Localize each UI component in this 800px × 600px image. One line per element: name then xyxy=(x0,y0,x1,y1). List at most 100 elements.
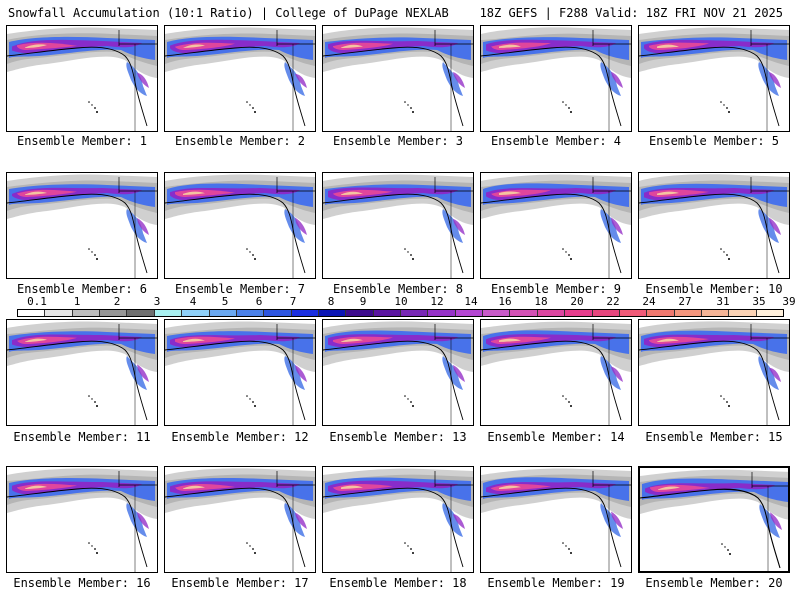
colorbar-swatch xyxy=(264,310,292,316)
colorbar-labels: 0.1 1 2 3 4 5 6 7 8 9 10 12 14 16 18 20 22 24 27 31 35 39 xyxy=(17,295,796,308)
snowfall-map xyxy=(7,468,157,572)
snowfall-map xyxy=(639,174,789,278)
snowfall-map xyxy=(639,27,789,131)
colorbar-tick-label: 18 xyxy=(534,295,548,308)
model-run-info: 18Z GEFS | F288 Valid: 18Z FRI NOV 21 20… xyxy=(479,6,783,20)
colorbar-tick-label: 31 xyxy=(716,295,730,308)
colorbar-tick-label: 9 xyxy=(359,295,367,308)
colorbar-swatch xyxy=(373,310,402,316)
ensemble-member-label: Ensemble Member: 3 xyxy=(332,134,464,148)
ensemble-member-label: Ensemble Member: 15 xyxy=(645,430,783,444)
colorbar-swatch xyxy=(18,310,46,316)
colorbar-tick-label: 2 xyxy=(113,295,121,308)
colorbar-tick-label: 22 xyxy=(606,295,620,308)
colorbar-tick-label: 20 xyxy=(570,295,584,308)
snowfall-map xyxy=(7,27,157,131)
colorbar-tick-label: 16 xyxy=(498,295,512,308)
colorbar-tick-label: 10 xyxy=(394,295,408,308)
ensemble-panel xyxy=(480,466,632,573)
ensemble-member-label: Ensemble Member: 19 xyxy=(487,576,625,590)
colorbar-tick-label: 6 xyxy=(255,295,263,308)
ensemble-panel xyxy=(164,466,316,573)
ensemble-member-label: Ensemble Member: 8 xyxy=(332,282,464,296)
colorbar-swatch xyxy=(45,310,73,316)
ensemble-member-label: Ensemble Member: 17 xyxy=(171,576,309,590)
colorbar-swatch xyxy=(729,310,757,316)
ensemble-member-label: Ensemble Member: 10 xyxy=(645,282,783,296)
colorbar-tick-label: 1 xyxy=(73,295,81,308)
ensemble-member-label: Ensemble Member: 4 xyxy=(490,134,622,148)
ensemble-panel xyxy=(322,319,474,426)
snowfall-map xyxy=(323,468,473,572)
ensemble-panel xyxy=(638,466,790,573)
colorbar-tick-label: 7 xyxy=(289,295,297,308)
snowfall-map xyxy=(481,321,631,425)
colorbar-swatch xyxy=(401,310,429,316)
snowfall-colorbar xyxy=(17,309,784,317)
ensemble-panel xyxy=(480,172,632,279)
colorbar-swatch xyxy=(537,310,566,316)
colorbar-tick-label: 3 xyxy=(153,295,161,308)
chart-title: Snowfall Accumulation (10:1 Ratio) | Col… xyxy=(8,6,449,20)
colorbar-swatch xyxy=(346,310,374,316)
snowfall-map xyxy=(165,174,315,278)
colorbar-tick-label: 4 xyxy=(189,295,197,308)
snowfall-map xyxy=(639,321,789,425)
snowfall-map xyxy=(165,27,315,131)
colorbar-swatch xyxy=(291,310,319,316)
ensemble-member-label: Ensemble Member: 9 xyxy=(490,282,622,296)
ensemble-member-label: Ensemble Member: 14 xyxy=(487,430,625,444)
snowfall-map xyxy=(481,468,631,572)
snowfall-map xyxy=(323,27,473,131)
colorbar-tick-label: 14 xyxy=(464,295,478,308)
snowfall-map xyxy=(640,469,788,571)
snowfall-map xyxy=(481,27,631,131)
ensemble-member-label: Ensemble Member: 12 xyxy=(171,430,309,444)
colorbar-swatch xyxy=(455,310,484,316)
colorbar-swatch xyxy=(483,310,511,316)
colorbar-swatch xyxy=(428,310,456,316)
colorbar-tick-label: 8 xyxy=(327,295,335,308)
ensemble-panel xyxy=(480,25,632,132)
ensemble-member-label: Ensemble Member: 13 xyxy=(329,430,467,444)
snowfall-map xyxy=(481,174,631,278)
ensemble-panel xyxy=(6,319,158,426)
colorbar-tick-label: 12 xyxy=(430,295,444,308)
ensemble-panel xyxy=(322,25,474,132)
ensemble-panel xyxy=(164,25,316,132)
ensemble-member-label: Ensemble Member: 2 xyxy=(174,134,306,148)
ensemble-member-label: Ensemble Member: 1 xyxy=(16,134,148,148)
ensemble-member-label: Ensemble Member: 5 xyxy=(648,134,780,148)
colorbar-swatch xyxy=(592,310,620,316)
colorbar-tick-label: 0.1 xyxy=(27,295,47,308)
ensemble-panel xyxy=(164,172,316,279)
colorbar-swatch xyxy=(701,310,730,316)
colorbar-swatch xyxy=(318,310,347,316)
ensemble-panel xyxy=(164,319,316,426)
ensemble-member-label: Ensemble Member: 16 xyxy=(13,576,151,590)
ensemble-panel xyxy=(6,466,158,573)
ensemble-panel xyxy=(638,25,790,132)
ensemble-panel xyxy=(6,25,158,132)
colorbar-tick-label: 27 xyxy=(678,295,692,308)
colorbar-tick-label: 24 xyxy=(642,295,656,308)
ensemble-panel xyxy=(322,172,474,279)
colorbar-swatch xyxy=(619,310,648,316)
ensemble-member-label: Ensemble Member: 20 xyxy=(645,576,783,590)
colorbar-swatch xyxy=(756,310,784,316)
colorbar-swatch xyxy=(154,310,183,316)
ensemble-panel xyxy=(638,319,790,426)
colorbar-swatch xyxy=(565,310,593,316)
ensemble-panel xyxy=(322,466,474,573)
colorbar-tick-label: 5 xyxy=(221,295,229,308)
ensemble-member-label: Ensemble Member: 6 xyxy=(16,282,148,296)
colorbar-swatch xyxy=(236,310,265,316)
colorbar-swatch xyxy=(674,310,702,316)
ensemble-member-label: Ensemble Member: 11 xyxy=(13,430,151,444)
colorbar-swatch xyxy=(100,310,128,316)
colorbar-swatch xyxy=(72,310,101,316)
ensemble-member-label: Ensemble Member: 18 xyxy=(329,576,467,590)
snowfall-map xyxy=(7,174,157,278)
colorbar-swatch xyxy=(647,310,675,316)
ensemble-panel xyxy=(6,172,158,279)
